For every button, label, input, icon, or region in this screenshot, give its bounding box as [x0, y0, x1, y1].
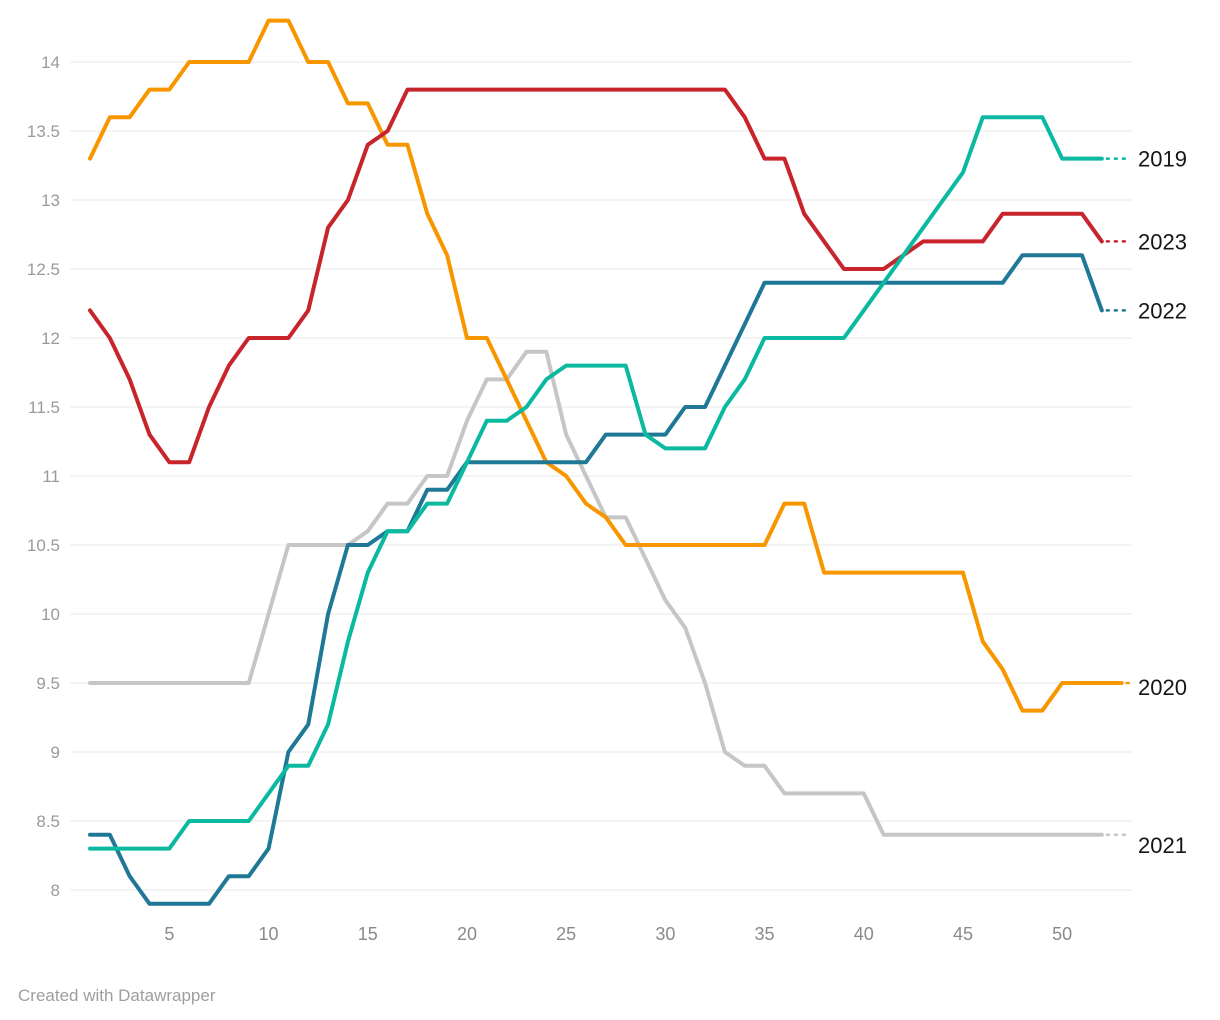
x-tick-label: 25 [556, 924, 576, 944]
y-tick-label: 11.5 [28, 398, 60, 417]
x-tick-label: 45 [953, 924, 973, 944]
series-label-2022: 2022 [1138, 298, 1187, 323]
y-tick-label: 8 [51, 881, 60, 900]
line-2021 [88, 349, 1104, 837]
y-tick-label: 9.5 [36, 674, 60, 693]
line-2023 [88, 87, 1104, 465]
x-tick-label: 50 [1052, 924, 1072, 944]
x-tick-label: 15 [358, 924, 378, 944]
x-tick-label: 20 [457, 924, 477, 944]
y-tick-label: 9 [51, 743, 60, 762]
x-tick-label: 30 [655, 924, 675, 944]
series-lines [88, 18, 1124, 906]
line-2022 [88, 253, 1104, 906]
series-label-2023: 2023 [1138, 229, 1187, 254]
x-axis-labels: 5 10 15 20 25 30 35 40 45 50 [164, 924, 1072, 944]
y-tick-label: 10.5 [27, 536, 60, 555]
y-tick-label: 13.5 [27, 122, 60, 141]
y-tick-label: 13 [41, 191, 60, 210]
series-label-connectors [1105, 157, 1132, 837]
line-2019 [88, 115, 1104, 851]
series-label-2021: 2021 [1138, 833, 1187, 858]
x-tick-label: 5 [164, 924, 174, 944]
y-tick-label: 10 [41, 605, 60, 624]
y-tick-label: 8.5 [36, 812, 60, 831]
x-tick-label: 40 [854, 924, 874, 944]
line-2020 [88, 18, 1124, 713]
y-tick-label: 14 [41, 53, 60, 72]
x-tick-label: 10 [259, 924, 279, 944]
x-tick-label: 35 [755, 924, 775, 944]
gridlines [70, 61, 1132, 891]
y-axis-labels: 8 8.5 9 9.5 10 10.5 11 11.5 12 12.5 13 13.5 14 [27, 53, 60, 900]
series-label-2020: 2020 [1138, 675, 1187, 700]
series-direct-labels: 2019 2023 2022 2020 2021 [1138, 147, 1187, 858]
y-tick-label: 11 [42, 467, 60, 486]
datawrapper-credit: Created with Datawrapper [18, 986, 216, 1005]
series-label-2019: 2019 [1138, 147, 1187, 172]
y-tick-label: 12 [41, 329, 60, 348]
y-tick-label: 12.5 [27, 260, 60, 279]
